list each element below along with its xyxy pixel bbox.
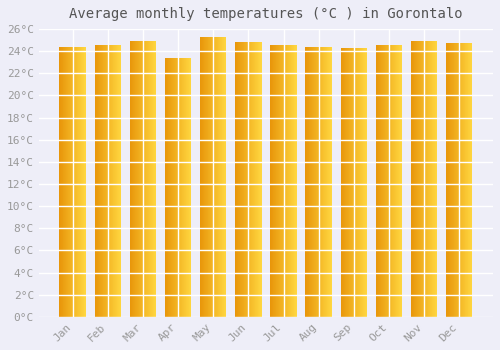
Title: Average monthly temperatures (°C ) in Gorontalo: Average monthly temperatures (°C ) in Go… (69, 7, 462, 21)
